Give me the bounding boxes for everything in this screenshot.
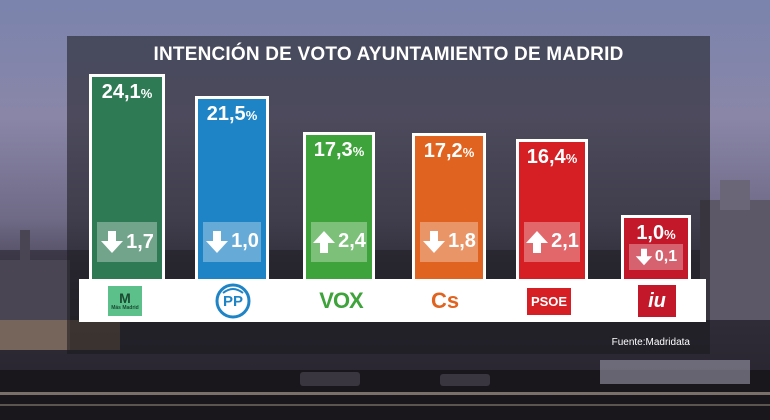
iu-logo: iu [627, 283, 687, 319]
value-label: 21,5% [198, 103, 266, 126]
value-unit: % [664, 227, 676, 242]
value-number: 17,3 [313, 138, 353, 161]
arrow-up-icon [313, 230, 336, 253]
value-label: 17,3% [306, 139, 372, 162]
bar-iu: 1,0% 0,1 [621, 215, 691, 279]
bar-cs: 17,2% 1,8 [412, 132, 486, 279]
value-unit: % [462, 144, 475, 160]
mas-madrid-logo: M Más Madrid [93, 284, 157, 318]
change-indicator: 1,0 [203, 221, 261, 262]
change-indicator: 1,8 [420, 221, 478, 262]
change-value: 1,0 [231, 230, 259, 253]
arrow-down-icon [635, 248, 653, 266]
bar-psoe: 16,4% 2,1 [516, 139, 588, 279]
bar-mas_madrid: 24,1% 1,7 [89, 74, 165, 279]
pp-logo-text: PP [222, 292, 243, 310]
arrow-down-icon [206, 230, 229, 253]
arrow-down-icon [423, 230, 446, 253]
party-logos-strip: M Más Madrid PP VOX Cs PSOE iu [79, 279, 706, 322]
cs-logo-text: Cs [430, 288, 460, 313]
value-unit: % [352, 143, 365, 159]
value-number: 16,4 [526, 146, 566, 169]
change-value: 1,7 [126, 230, 154, 253]
change-value: 1,8 [448, 230, 476, 253]
change-value: 2,4 [338, 230, 366, 253]
psoe-logo-text: PSOE [526, 287, 572, 315]
value-number: 21,5 [206, 103, 246, 126]
value-number: 24,1 [101, 81, 141, 103]
source-note: Fuente:Madridata [611, 337, 690, 348]
value-label: 1,0% [624, 222, 688, 245]
iu-logo-text: iu [638, 285, 676, 317]
cs-logo: Cs [415, 282, 475, 320]
value-label: 17,2% [415, 140, 483, 163]
vox-logo: VOX [319, 288, 363, 313]
psoe-logo: PSOE [519, 284, 579, 318]
chart-title: INTENCIÓN DE VOTO AYUNTAMIENTO DE MADRID [153, 44, 624, 65]
value-number: 17,2 [423, 139, 463, 162]
pp-logo: PP [203, 282, 263, 320]
arrow-up-icon [526, 230, 549, 253]
arrow-down-icon [101, 231, 124, 253]
change-value: 2,1 [551, 230, 579, 253]
bar-vox: 17,3% 2,4 [303, 131, 375, 279]
change-value: 0,1 [654, 248, 678, 265]
value-label: 24,1% [92, 81, 162, 104]
value-unit: % [565, 151, 578, 167]
mas-madrid-logo-letter: M [119, 290, 131, 306]
value-unit: % [140, 86, 153, 101]
change-indicator: 2,1 [524, 221, 580, 262]
mas-madrid-logo-text: Más Madrid [111, 305, 139, 311]
change-indicator: 2,4 [311, 221, 367, 262]
bar-pp: 21,5% 1,0 [195, 96, 269, 279]
change-indicator: 0,1 [629, 244, 683, 270]
change-indicator: 1,7 [97, 222, 157, 262]
value-number: 1,0 [636, 222, 665, 244]
value-label: 16,4% [519, 146, 585, 169]
value-unit: % [245, 108, 258, 124]
